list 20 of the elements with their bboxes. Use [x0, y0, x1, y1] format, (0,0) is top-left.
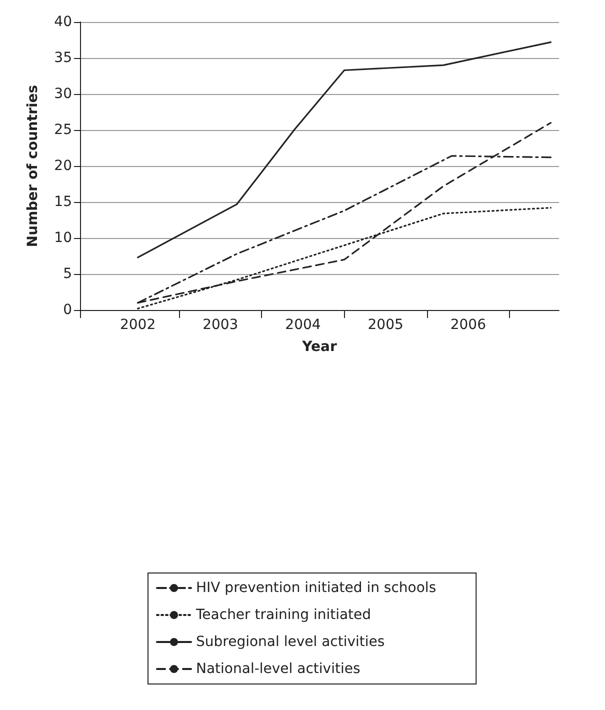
y-axis-title: Number of countries — [25, 84, 41, 248]
y-tick-label: 10 — [54, 230, 72, 246]
y-tick-label: 30 — [54, 86, 72, 102]
x-axis-title: Year — [301, 339, 337, 355]
x-tick-label: 2002 — [120, 317, 156, 333]
x-tick-label: 2004 — [285, 317, 321, 333]
legend-label: Subregional level activities — [196, 634, 385, 650]
x-tick-label: 2003 — [202, 317, 238, 333]
y-tick-label: 35 — [54, 50, 72, 66]
y-tick-label: 20 — [54, 158, 72, 174]
legend-label: HIV prevention initiated in schools — [196, 580, 436, 596]
y-tick-label: 5 — [63, 266, 72, 282]
legend-label: National-level activities — [196, 661, 360, 677]
y-tick-label: 40 — [54, 14, 72, 30]
y-tick-label: 25 — [54, 122, 72, 138]
x-tick-label: 2005 — [368, 317, 404, 333]
legend-label: Teacher training initiated — [195, 607, 372, 623]
y-tick-label: 0 — [63, 302, 72, 318]
x-tick-label: 2006 — [450, 317, 486, 333]
y-tick-label: 15 — [54, 194, 72, 210]
